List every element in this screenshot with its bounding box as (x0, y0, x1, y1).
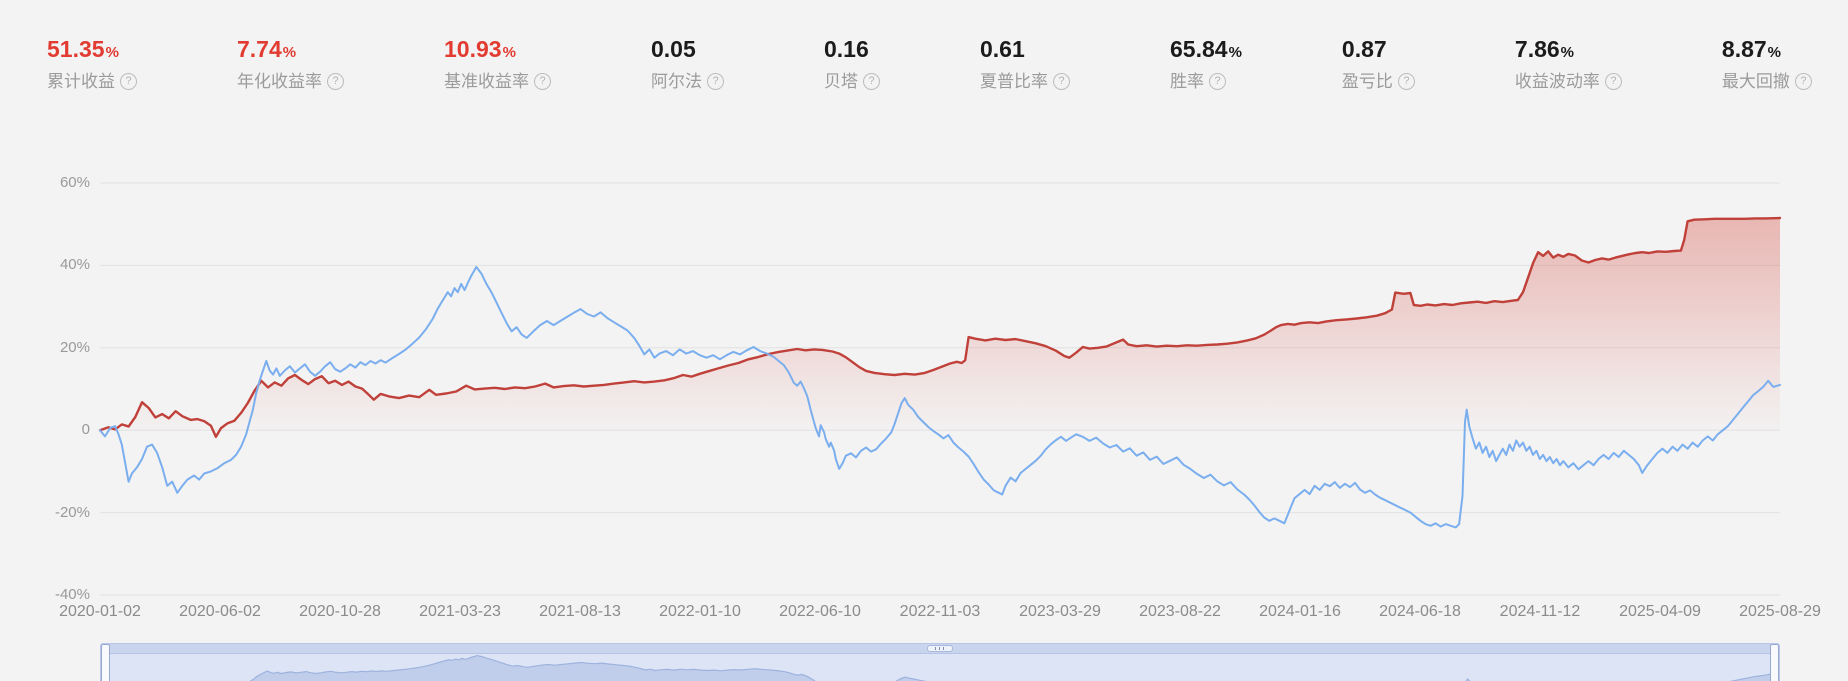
x-axis-tick: 2022-06-10 (779, 603, 861, 620)
metric-label: 胜率 (1170, 72, 1204, 91)
metric-unit: % (1228, 44, 1242, 61)
help-icon[interactable]: ? (1397, 73, 1415, 90)
metric-label: 贝塔 (824, 72, 858, 91)
metric-unit: % (502, 44, 516, 61)
slider-mini-line (249, 654, 1779, 681)
help-icon[interactable]: ? (534, 73, 551, 90)
metric-item: 7.86% 收益波动率? (1515, 38, 1622, 90)
metric-label: 最大回撤 (1721, 72, 1790, 91)
slider-mini-area (250, 655, 1779, 681)
x-axis-tick: 2024-11-12 (1499, 603, 1581, 620)
metric-item: 51.35% 累计收益? (47, 38, 137, 90)
x-axis-tick: 2022-01-10 (659, 603, 741, 620)
y-axis-tick: 60% (59, 174, 90, 191)
benchmark-return-line (99, 266, 1781, 529)
metric-value: 7.86% (1514, 36, 1575, 62)
x-axis-tick: 2024-06-18 (1379, 603, 1461, 620)
slider-mini-chart (249, 654, 1779, 681)
x-axis-tick: 2023-03-29 (1019, 603, 1101, 620)
strategy-area-fill (100, 218, 1780, 437)
x-axis-tick: 2025-08-29 (1739, 603, 1821, 620)
metric-item: 0.05 阿尔法? (651, 38, 724, 90)
metric-value: 0.87 (1341, 36, 1387, 62)
metric-label-row: 收益波动率? (1515, 73, 1622, 90)
metric-label-row: 盈亏比? (1342, 73, 1415, 90)
metric-label-row: 贝塔? (824, 73, 880, 90)
help-icon[interactable]: ? (1053, 73, 1070, 90)
help-icon[interactable]: ? (327, 73, 344, 90)
help-icon[interactable]: ? (863, 73, 880, 90)
metric-value: 0.16 (824, 36, 869, 62)
metric-unit: % (105, 44, 119, 61)
slider-left-handle[interactable] (101, 644, 110, 681)
slider-move-handle[interactable] (101, 644, 1779, 654)
metric-label-row: 最大回撤? (1722, 73, 1812, 90)
slider-right-handle[interactable] (1770, 644, 1779, 681)
metric-label: 基准收益率 (444, 72, 529, 91)
y-axis-tick: 40% (59, 256, 90, 274)
metric-label-row: 基准收益率? (444, 73, 551, 90)
y-axis-tick: 20% (59, 338, 90, 356)
help-icon[interactable]: ? (1794, 73, 1812, 90)
slider-grip-icon (927, 645, 953, 652)
metric-label: 夏普比率 (980, 72, 1048, 91)
metric-unit: % (1560, 44, 1575, 61)
metric-label-row: 阿尔法? (651, 73, 724, 90)
metric-item: 65.84% 胜率? (1170, 38, 1242, 90)
help-icon[interactable]: ? (707, 73, 724, 90)
x-axis-tick: 2020-10-28 (299, 603, 381, 620)
strategy-return-line (98, 216, 1782, 438)
metric-item: 0.87 盈亏比? (1342, 38, 1415, 90)
help-icon[interactable]: ? (1604, 73, 1622, 90)
help-icon[interactable]: ? (1209, 73, 1226, 90)
y-axis-tick: -20% (54, 503, 90, 521)
metric-label: 盈亏比 (1341, 72, 1393, 91)
metric-item: 7.74% 年化收益率? (237, 38, 344, 90)
x-axis-tick: 2020-06-02 (179, 603, 261, 620)
metric-unit: % (282, 44, 297, 61)
metric-value: 8.87% (1721, 36, 1782, 62)
x-axis-tick: 2021-08-13 (539, 603, 621, 620)
x-axis-tick: 2022-11-03 (899, 603, 981, 620)
metric-item: 0.61 夏普比率? (980, 38, 1070, 90)
metric-value: 51.35% (47, 36, 119, 62)
help-icon[interactable]: ? (120, 73, 137, 90)
metric-item: 8.87% 最大回撤? (1722, 38, 1812, 90)
x-axis-tick: 2025-04-09 (1619, 603, 1701, 620)
x-axis-tick: 2021-03-23 (419, 603, 501, 620)
chart-plot-area (98, 182, 1782, 596)
metrics-row: 51.35% 累计收益? 7.74% 年化收益率? 10.93% 基准收益率? 0.05 阿尔… (0, 38, 1848, 90)
x-axis-tick: 2020-01-02 (59, 603, 141, 620)
metric-label: 年化收益率 (237, 72, 322, 91)
metric-value: 0.05 (651, 36, 696, 62)
metric-value: 0.61 (980, 36, 1025, 62)
metric-label-row: 年化收益率? (237, 73, 344, 90)
metric-unit: % (1767, 44, 1782, 61)
date-range-slider[interactable] (100, 643, 1780, 681)
metric-value: 7.74% (237, 36, 297, 62)
metric-item: 10.93% 基准收益率? (444, 38, 551, 90)
metric-label-row: 胜率? (1170, 73, 1242, 90)
y-axis-tick: 0 (81, 421, 90, 439)
metric-item: 0.16 贝塔? (824, 38, 880, 90)
x-axis-tick: 2023-08-22 (1139, 603, 1221, 620)
x-axis-tick: 2024-01-16 (1259, 603, 1341, 620)
y-axis-tick: -40% (54, 586, 90, 603)
metric-label-row: 累计收益? (47, 73, 137, 90)
metric-label: 累计收益 (47, 72, 115, 91)
metric-value: 10.93% (444, 36, 516, 62)
metric-label: 阿尔法 (651, 72, 702, 91)
metric-value: 65.84% (1170, 36, 1242, 62)
metric-label-row: 夏普比率? (980, 73, 1070, 90)
metric-label: 收益波动率 (1514, 72, 1600, 91)
